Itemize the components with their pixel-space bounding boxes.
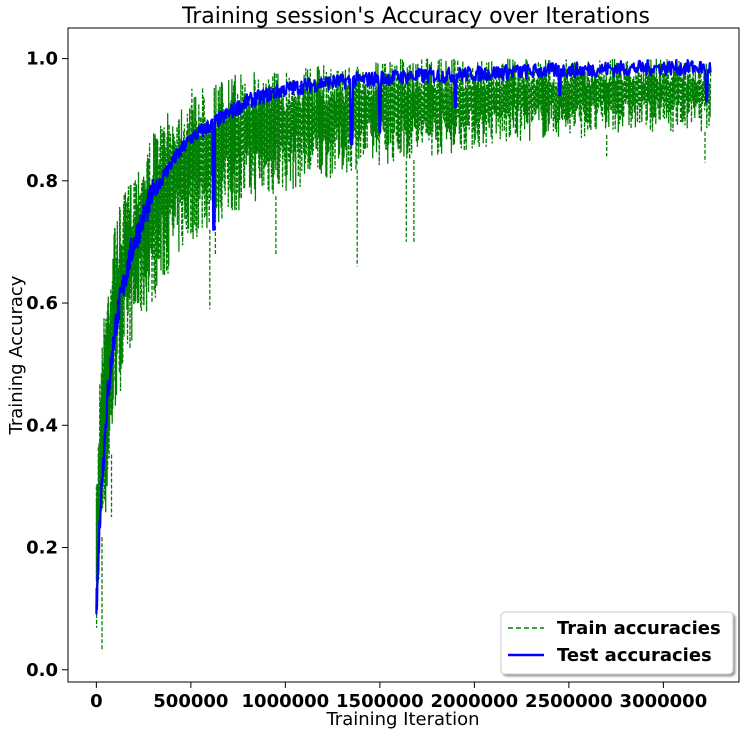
y-tick-label: 1.0 bbox=[26, 49, 58, 70]
series-train-line bbox=[95, 58, 712, 628]
x-tick-label: 2500000 bbox=[525, 691, 613, 712]
x-tick-label: 1500000 bbox=[336, 691, 424, 712]
legend: Train accuracies Test accuracies bbox=[500, 611, 734, 675]
plot-frame bbox=[67, 27, 740, 683]
x-tick-label: 2000000 bbox=[431, 691, 519, 712]
y-tick-label: 0.8 bbox=[26, 171, 58, 192]
y-axis-ticks: 0.0 0.2 0.4 0.6 0.8 1.0 bbox=[26, 49, 68, 681]
legend-label-test: Test accuracies bbox=[557, 645, 712, 666]
y-tick-label: 0.6 bbox=[26, 293, 58, 314]
series-test-line bbox=[95, 58, 712, 615]
x-tick-label: 500000 bbox=[153, 691, 228, 712]
y-tick-label: 0.2 bbox=[26, 538, 58, 559]
x-axis-ticks: 0 500000 1000000 1500000 2000000 2500000 30000… bbox=[90, 682, 707, 712]
legend-label-train: Train accuracies bbox=[557, 618, 721, 639]
y-axis-label: Training Accuracy bbox=[6, 275, 27, 435]
legend-box bbox=[500, 611, 734, 675]
plot-area bbox=[95, 58, 712, 652]
x-tick-label: 0 bbox=[90, 691, 103, 712]
chart-title: Training session's Accuracy over Iterati… bbox=[181, 4, 650, 29]
x-tick-label: 3000000 bbox=[620, 691, 708, 712]
x-axis-label: Training Iteration bbox=[325, 709, 479, 730]
y-tick-label: 0.4 bbox=[26, 415, 58, 436]
y-tick-label: 0.0 bbox=[26, 660, 58, 681]
x-tick-label: 1000000 bbox=[242, 691, 330, 712]
